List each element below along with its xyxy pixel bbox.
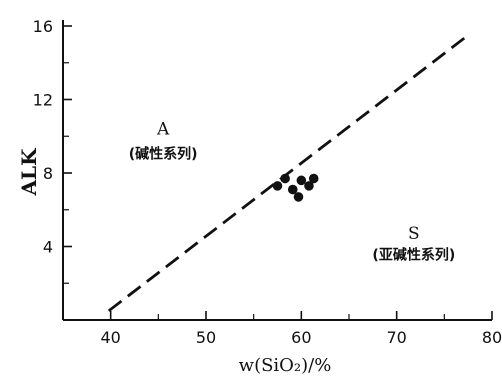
region-a-label: A xyxy=(156,119,170,139)
y-tick-label: 12 xyxy=(33,91,53,110)
x-tick-label: 70 xyxy=(386,328,406,347)
data-point xyxy=(308,173,319,184)
chart-lines xyxy=(107,34,470,312)
x-tick-label: 40 xyxy=(100,328,120,347)
x-tick-label: 80 xyxy=(482,328,502,347)
x-tick-label: 60 xyxy=(291,328,311,347)
x-axis-title: w(SiO₂)/% xyxy=(239,355,332,376)
y-axis-title: ALK xyxy=(17,148,41,197)
x-tick-label: 50 xyxy=(196,328,216,347)
region-a-name: (碱性系列) xyxy=(129,145,198,162)
y-tick-label: 8 xyxy=(43,164,53,183)
data-point xyxy=(296,175,307,186)
chart-points xyxy=(272,173,319,202)
chart-text: 4 8 12 16 40 50 60 70 80 A (碱性系列) S (亚碱性系列) ALK w(SiO₂… xyxy=(17,17,502,376)
chart-axes xyxy=(62,20,492,321)
data-point xyxy=(272,181,283,191)
region-s-name: (亚碱性系列) xyxy=(372,246,455,263)
y-tick-label: 4 xyxy=(43,238,53,257)
region-s-label: S xyxy=(408,224,420,244)
chart-ticks xyxy=(62,25,493,321)
data-point xyxy=(287,184,298,195)
data-point xyxy=(293,192,304,202)
y-tick-label: 16 xyxy=(33,17,53,36)
data-point xyxy=(280,173,290,184)
classification-boundary-line xyxy=(107,34,470,312)
data-point xyxy=(304,181,314,191)
